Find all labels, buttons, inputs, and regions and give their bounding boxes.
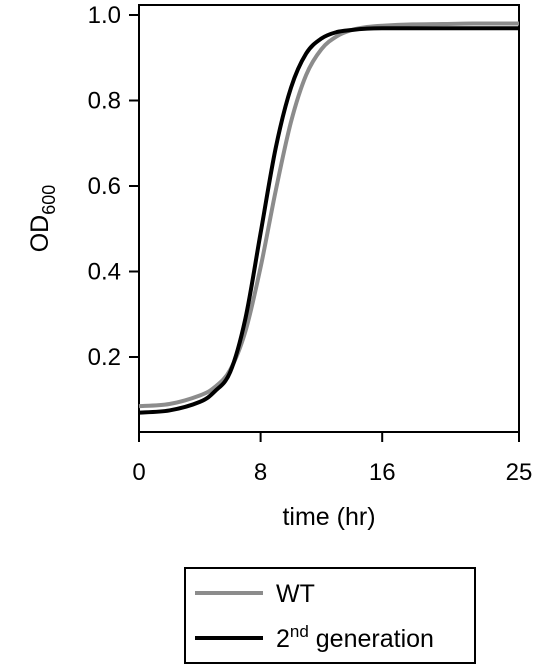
y-axis-label-main: OD bbox=[26, 215, 54, 253]
legend-label-superscript: nd bbox=[290, 622, 309, 641]
legend: WT 2nd generation bbox=[184, 567, 476, 664]
x-tick-label: 8 bbox=[254, 459, 267, 486]
series-line-wt bbox=[138, 21, 520, 409]
y-tick-label: 0.2 bbox=[88, 344, 121, 371]
legend-label-rest: generation bbox=[309, 625, 434, 653]
legend-label-2nd-generation: 2nd generation bbox=[276, 622, 434, 653]
y-axis: 0.2 0.4 0.6 0.8 1.0 bbox=[88, 2, 139, 371]
legend-label-wt: WT bbox=[276, 580, 315, 608]
plot-frame bbox=[138, 4, 520, 433]
legend-box bbox=[184, 567, 476, 664]
x-tick-label: 16 bbox=[369, 459, 396, 486]
y-tick-label: 0.6 bbox=[88, 173, 121, 200]
y-axis-label: OD600 bbox=[26, 185, 59, 253]
series-line-2nd-generation bbox=[138, 26, 519, 415]
y-tick-label: 0.4 bbox=[88, 259, 121, 286]
y-tick-label: 0.8 bbox=[88, 88, 121, 115]
plot-area bbox=[138, 4, 520, 433]
x-axis-label: time (hr) bbox=[282, 503, 375, 531]
y-tick-label: 1.0 bbox=[88, 2, 121, 29]
series-layer bbox=[138, 21, 520, 415]
y-axis-label-subscript: 600 bbox=[39, 185, 59, 215]
x-axis: 0 8 16 25 bbox=[132, 432, 532, 486]
legend-label-main: 2 bbox=[276, 625, 290, 653]
x-tick-label: 0 bbox=[132, 459, 145, 486]
x-tick-label: 25 bbox=[506, 459, 533, 486]
